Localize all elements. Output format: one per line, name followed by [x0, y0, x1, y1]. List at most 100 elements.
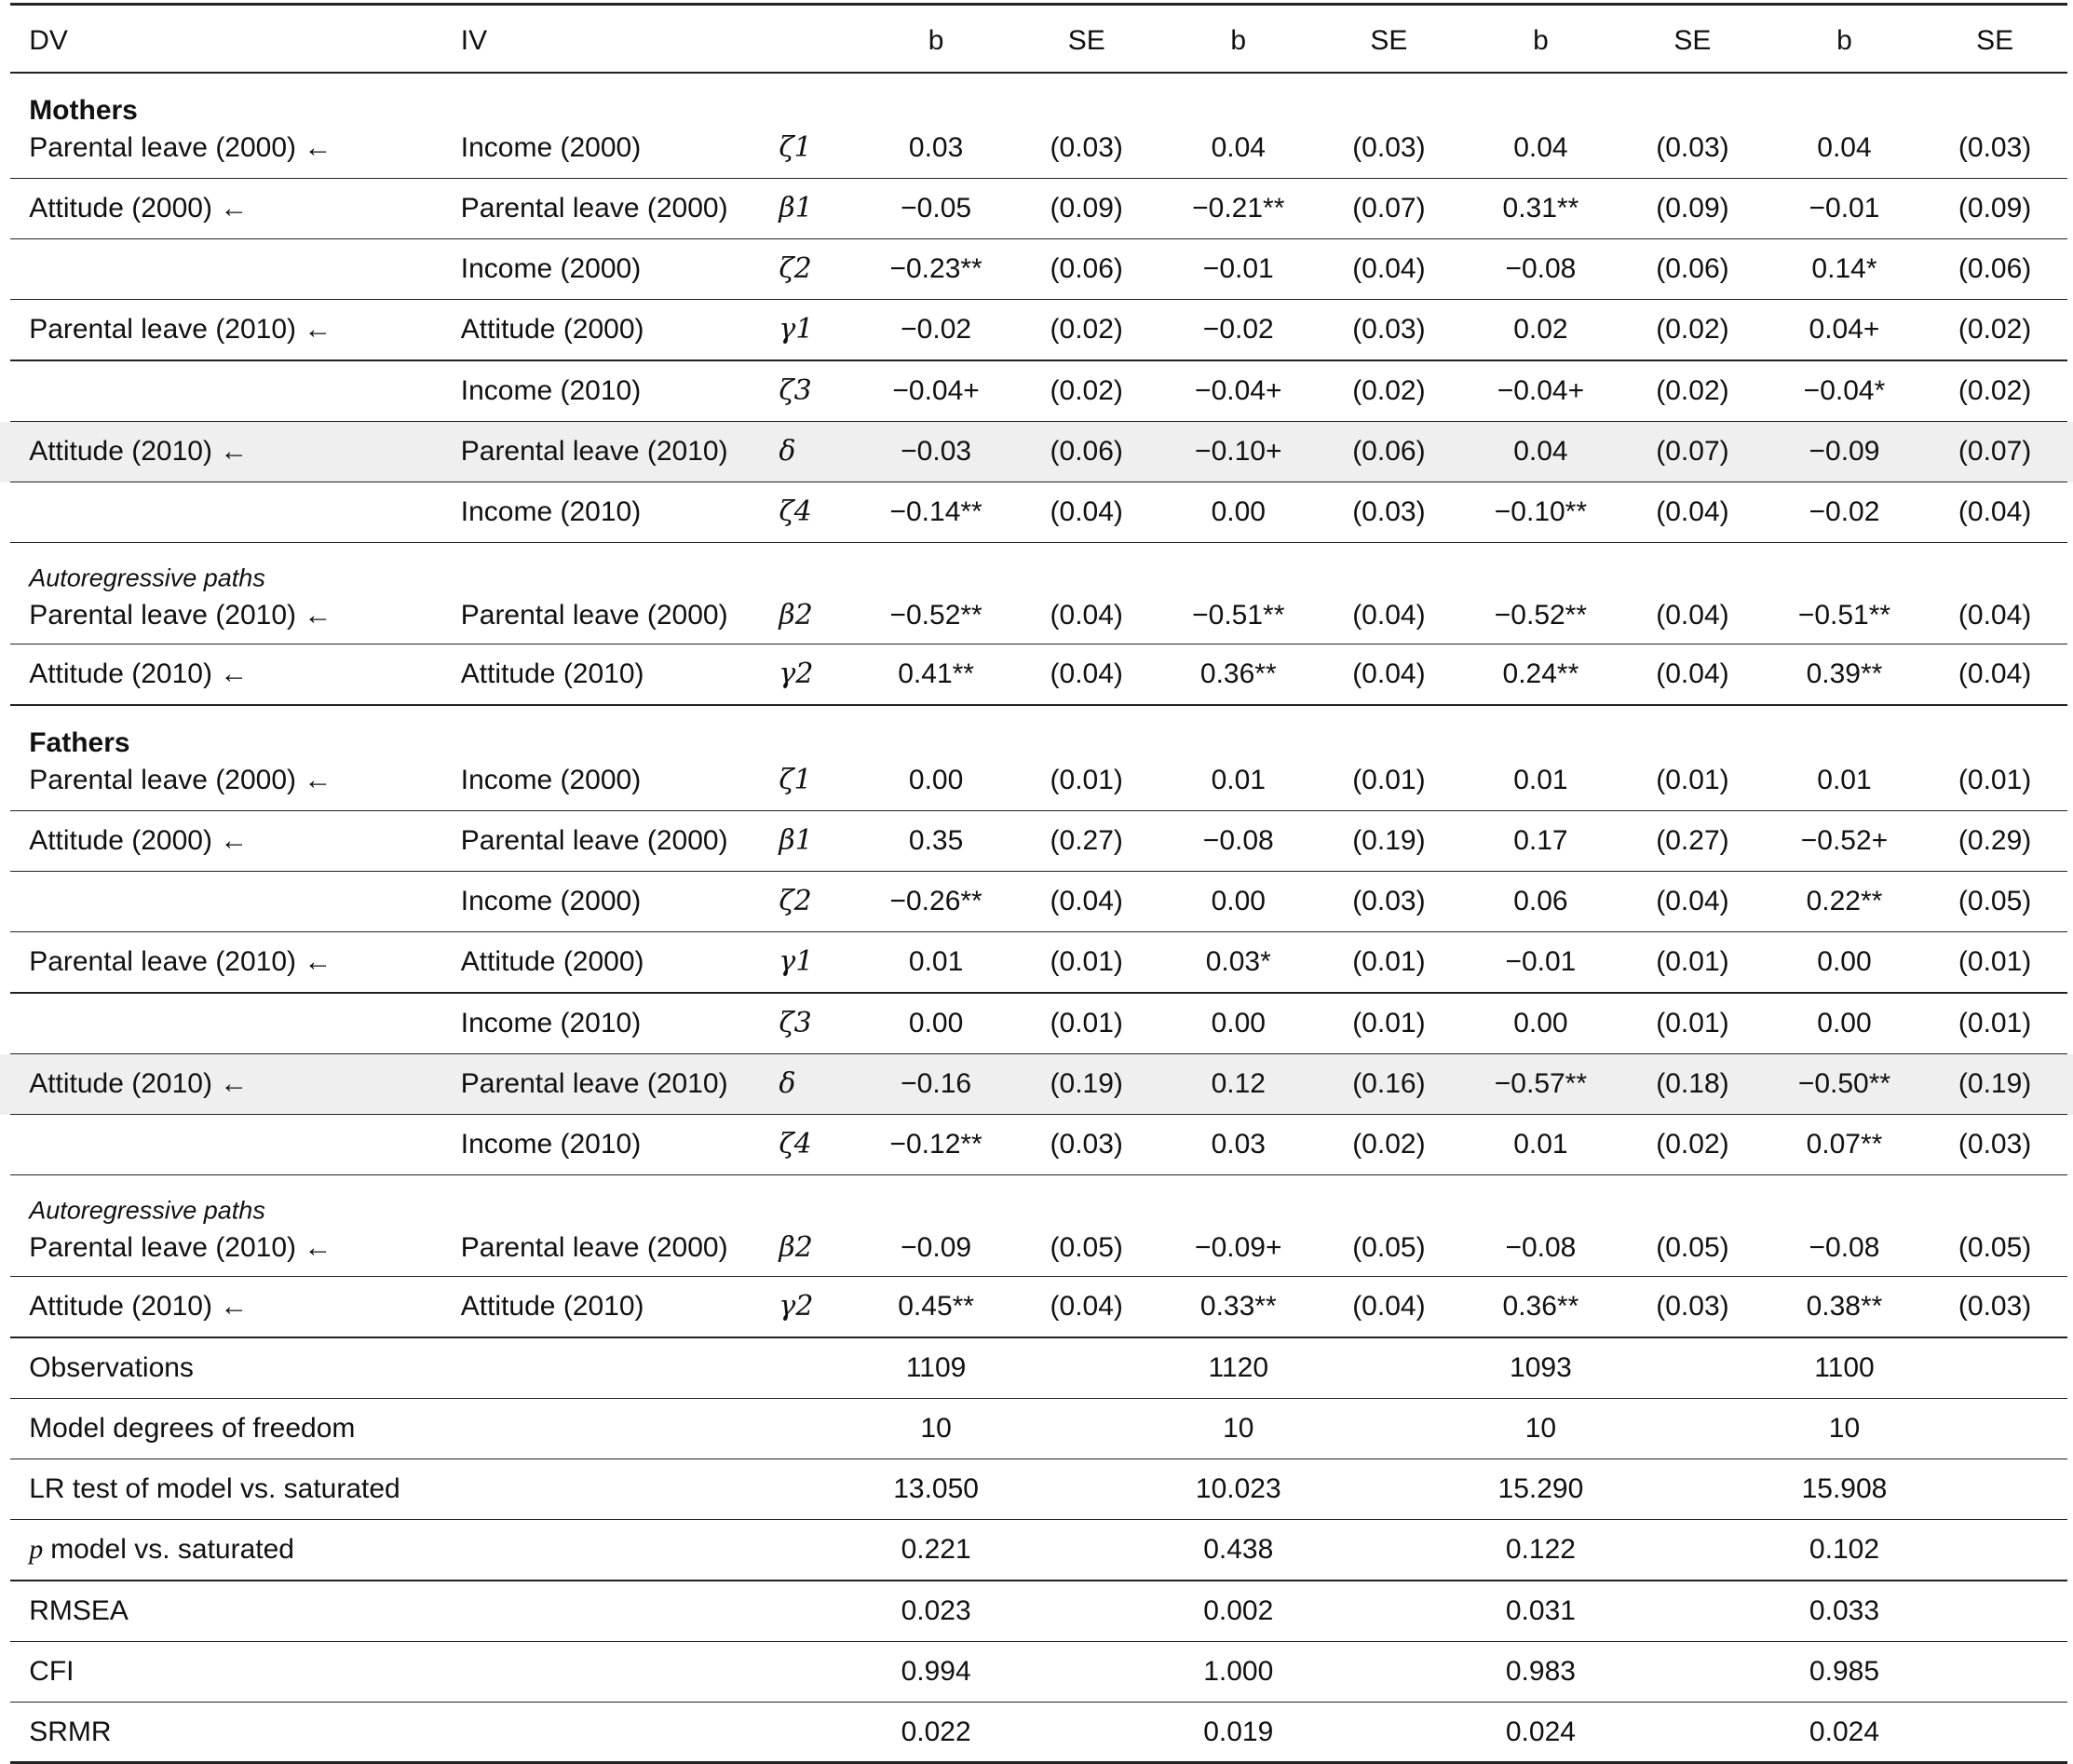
- rule: [10, 1052, 2068, 1054]
- se-cell: (0.04): [1656, 886, 1729, 917]
- iv-label: Attitude (2000): [460, 946, 644, 978]
- se-cell: (0.06): [1656, 253, 1729, 285]
- se-cell: (0.04): [1352, 253, 1426, 285]
- path-symbol: δ: [779, 434, 796, 468]
- stat-value: 15.290: [1497, 1473, 1584, 1505]
- stat-value: 0.983: [1505, 1655, 1576, 1687]
- se-cell: (0.06): [1050, 253, 1123, 285]
- iv-label: Income (2000): [460, 886, 642, 917]
- stat-value: 0.002: [1203, 1594, 1274, 1626]
- stat-value: 0.019: [1203, 1716, 1274, 1747]
- iv-label: Parental leave (2010): [460, 435, 728, 467]
- b-cell: 0.01: [908, 946, 964, 978]
- stat-label-text: RMSEA: [29, 1594, 129, 1626]
- se-cell: (0.03): [1958, 131, 2032, 163]
- stat-label: RMSEA: [29, 1594, 129, 1626]
- iv-label: Parental leave (2000): [460, 825, 728, 857]
- se-cell: (0.02): [1958, 374, 2032, 406]
- b-cell: −0.10**: [1494, 496, 1588, 528]
- b-cell: −0.10+: [1195, 435, 1282, 467]
- se-cell: (0.04): [1050, 1291, 1123, 1323]
- se-cell: (0.04): [1958, 496, 2032, 528]
- se-cell: (0.29): [1958, 825, 2032, 857]
- se-cell: (0.04): [1656, 658, 1729, 690]
- b-cell: −0.14**: [889, 496, 982, 528]
- se-cell: (0.03): [1656, 1291, 1729, 1323]
- se-cell: (0.01): [1352, 764, 1426, 795]
- rule: [10, 1761, 2068, 1764]
- se-cell: (0.02): [1958, 314, 2032, 346]
- b-cell: −0.02: [1809, 496, 1880, 528]
- stat-label-text: Model degrees of freedom: [29, 1412, 356, 1444]
- se-cell: (0.09): [1050, 192, 1123, 224]
- se-cell: (0.02): [1656, 1129, 1729, 1160]
- se-cell: (0.03): [1352, 496, 1426, 528]
- iv-label: Income (2010): [460, 374, 642, 406]
- row-shade: [0, 1054, 2073, 1116]
- b-cell: −0.02: [1202, 314, 1274, 346]
- b-cell: −0.05: [901, 192, 972, 224]
- se-cell: (0.01): [1656, 1007, 1729, 1038]
- rule: [10, 237, 2068, 240]
- iv-label: Attitude (2000): [460, 314, 644, 346]
- path-symbol: δ: [779, 1066, 796, 1100]
- b-cell: 0.04: [1211, 131, 1266, 163]
- se-cell: (0.19): [1050, 1067, 1123, 1099]
- iv-label: Parental leave (2010): [460, 1067, 728, 1099]
- b-cell: 0.04: [1513, 131, 1568, 163]
- stat-label-italic: p: [29, 1534, 44, 1566]
- b-cell: 0.36**: [1502, 1291, 1579, 1323]
- se-cell: (0.04): [1050, 599, 1123, 631]
- stat-value: 0.102: [1809, 1534, 1880, 1566]
- se-cell: (0.03): [1352, 131, 1426, 163]
- se-cell: (0.18): [1656, 1067, 1729, 1099]
- rule: [10, 1519, 2068, 1521]
- b-cell: −0.04+: [1497, 374, 1585, 406]
- b-cell: −0.02: [901, 314, 972, 346]
- stat-value: 1.000: [1203, 1655, 1274, 1687]
- rule: [10, 299, 2068, 301]
- b-cell: −0.52**: [889, 599, 982, 631]
- stat-value: 0.031: [1505, 1594, 1576, 1626]
- stat-value: 0.022: [901, 1716, 971, 1747]
- rule: [10, 704, 2068, 706]
- se-cell: (0.16): [1352, 1067, 1426, 1099]
- path-symbol: ζ1: [779, 763, 812, 796]
- b-cell: −0.09+: [1195, 1231, 1282, 1263]
- rule: [10, 809, 2068, 812]
- rule: [10, 931, 2068, 933]
- se-cell: (0.01): [1958, 1007, 2032, 1038]
- se-cell: (0.04): [1050, 886, 1123, 917]
- b-cell: 0.00: [1817, 946, 1872, 978]
- path-symbol: γ1: [779, 313, 814, 346]
- b-cell: −0.08: [1809, 1231, 1880, 1263]
- iv-label: Income (2000): [460, 253, 642, 285]
- b-cell: 0.06: [1513, 886, 1568, 917]
- b-cell: 0.22**: [1806, 886, 1883, 917]
- rule: [10, 420, 2068, 422]
- rule: [10, 1174, 2068, 1176]
- se-cell: (0.01): [1958, 946, 2032, 978]
- b-cell: 0.33**: [1199, 1291, 1277, 1323]
- row-shade: [0, 422, 2073, 483]
- se-cell: (0.19): [1352, 825, 1426, 857]
- b-cell: −0.08: [1505, 1231, 1577, 1263]
- rule: [10, 177, 2068, 179]
- se-cell: (0.09): [1958, 192, 2032, 224]
- stat-label: Observations: [29, 1353, 194, 1382]
- rule: [10, 1580, 2068, 1581]
- se-cell: (0.04): [1352, 658, 1426, 690]
- header-col: b: [928, 24, 944, 56]
- se-cell: (0.07): [1656, 435, 1729, 467]
- se-cell: (0.01): [1656, 946, 1729, 978]
- path-symbol: β2: [779, 1230, 813, 1264]
- stat-value: 1100: [1814, 1351, 1875, 1383]
- stat-label-text: model vs. saturated: [50, 1534, 294, 1566]
- b-cell: −0.52**: [1494, 599, 1588, 631]
- stat-value: 10: [920, 1412, 952, 1444]
- se-cell: (0.05): [1656, 1231, 1729, 1263]
- b-cell: 0.14*: [1811, 253, 1877, 285]
- header-col: SE: [1673, 24, 1712, 56]
- se-cell: (0.07): [1352, 192, 1426, 224]
